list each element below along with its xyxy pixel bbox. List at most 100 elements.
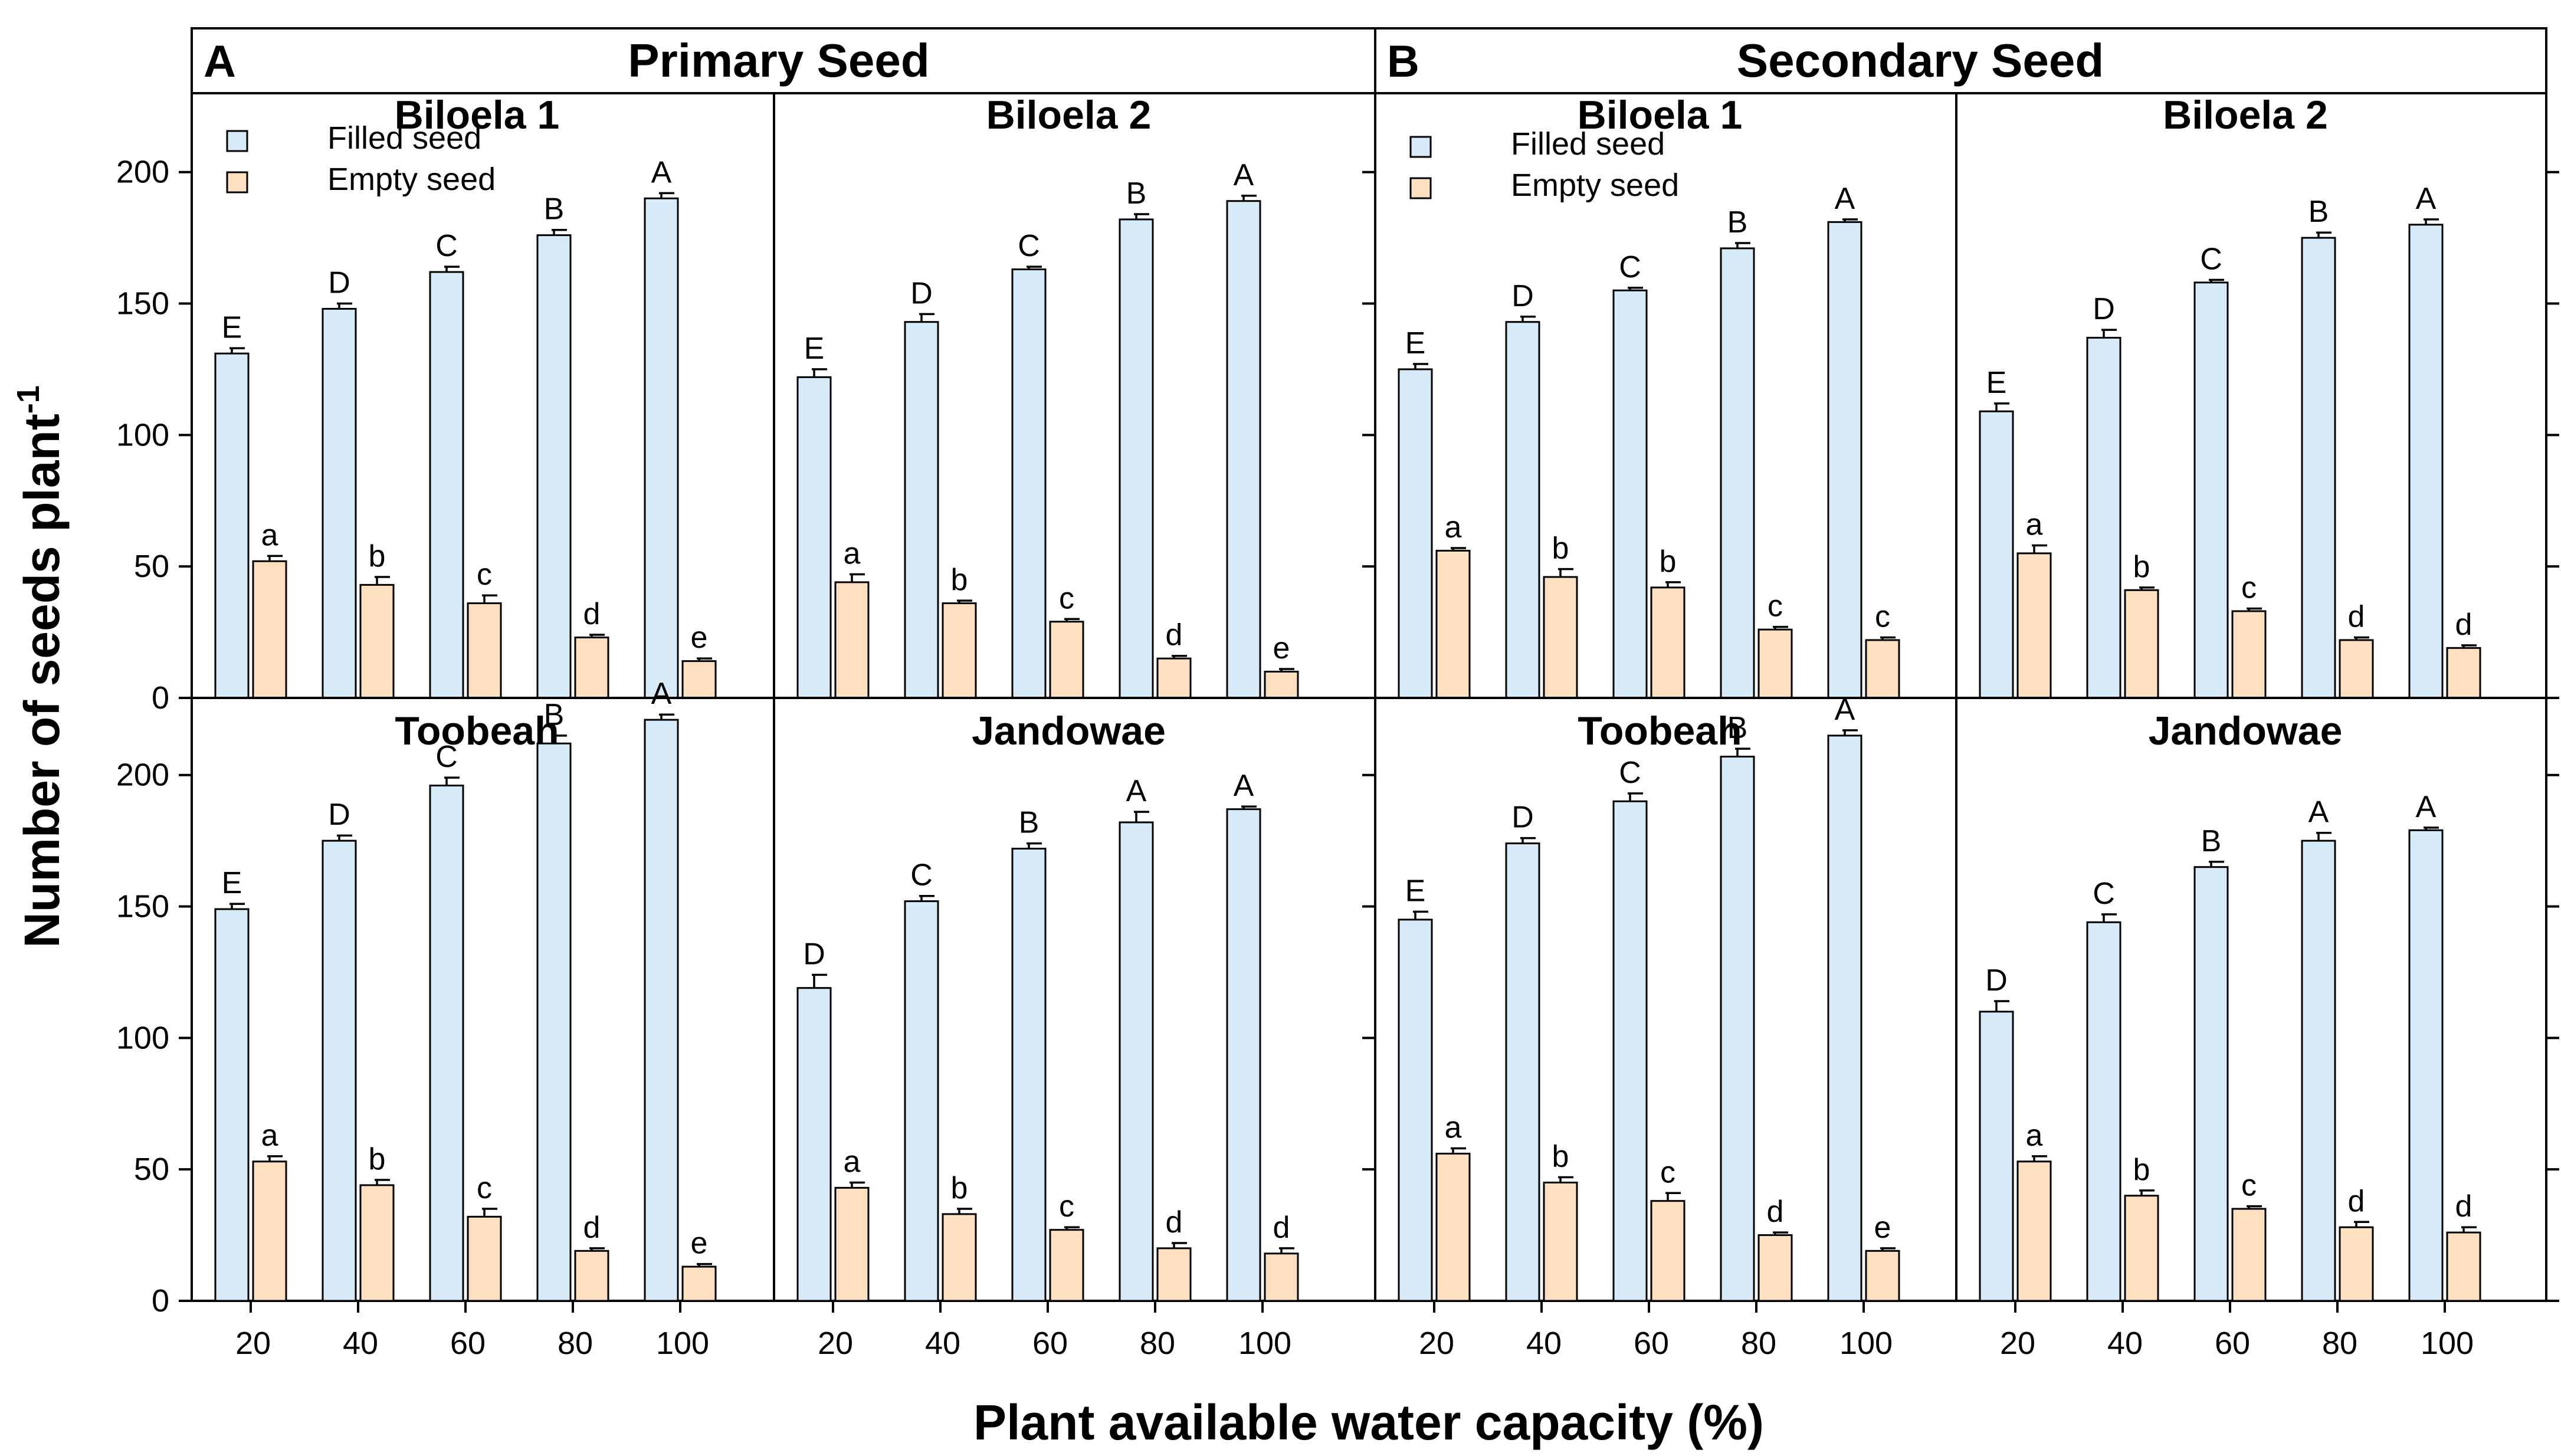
bar-filled-seed	[1612, 289, 1648, 699]
bar-empty-seed	[681, 1265, 717, 1302]
x-tick-label: 60	[2215, 1326, 2250, 1361]
bar-filled-seed	[2193, 281, 2229, 699]
bar-filled-seed	[429, 785, 464, 1302]
sig-label-empty: b	[1552, 1140, 1569, 1174]
bar-empty-seed	[574, 637, 609, 699]
panel-1: Biloela 2 Ea Db Cc Bd Ae	[773, 92, 1376, 699]
x-tick-label: 40	[925, 1326, 960, 1361]
sig-label-empty: d	[1166, 1205, 1183, 1239]
sig-label-empty: b	[369, 539, 386, 573]
sig-label-empty: c	[1059, 581, 1074, 615]
panel-title: Jandowae	[2149, 709, 2343, 753]
sig-label-empty: d	[1273, 1211, 1290, 1245]
sig-label-filled: B	[1727, 711, 1748, 745]
sig-label-empty: e	[1273, 631, 1290, 665]
bar-filled-seed	[2086, 336, 2121, 699]
bar-filled-seed	[1398, 368, 1433, 699]
bar-empty-seed	[1543, 1181, 1578, 1302]
bar-empty-seed	[2339, 1226, 2374, 1302]
bar-filled-seed	[644, 197, 679, 699]
sig-label-filled: D	[1985, 963, 2008, 998]
bar-empty-seed	[2231, 1208, 2267, 1302]
bar-filled-seed	[1827, 734, 1862, 1302]
panel-7: Jandowae Da 20 Cb 40 Bc 60 Ad 80 Ad 100	[1955, 697, 2559, 1361]
panel-5: Jandowae Da 20 Cb 40 Bc 60 Ad 80 Ad 100	[773, 697, 1376, 1361]
x-tick-label: 20	[818, 1326, 853, 1361]
sig-label-empty: d	[583, 597, 601, 631]
sig-label-filled: D	[1511, 801, 1534, 835]
sig-label-empty: b	[951, 563, 968, 597]
sig-label-filled: C	[910, 858, 933, 893]
sig-label-filled: C	[435, 740, 458, 774]
sig-label-empty: c	[2241, 570, 2257, 605]
bar-empty-seed	[1156, 657, 1192, 699]
x-tick-label: 60	[1032, 1326, 1068, 1361]
bar-empty-seed	[834, 581, 870, 699]
bar-empty-seed	[2124, 589, 2159, 699]
bar-empty-seed	[1264, 1252, 1299, 1302]
sig-label-filled: A	[651, 155, 672, 189]
bar-empty-seed	[1865, 1250, 1900, 1302]
panel-title: Biloela 1	[1578, 93, 1743, 137]
sig-label-empty: b	[951, 1171, 968, 1205]
y-tick-label: 0	[152, 680, 169, 716]
bar-filled-seed	[214, 908, 250, 1302]
sig-label-empty: c	[477, 1171, 492, 1205]
sig-label-filled: D	[1511, 279, 1534, 313]
bar-empty-seed	[574, 1250, 609, 1302]
panel-0: Biloela 1 0 50 100 150 200 Ea Db Cc Bd Ae Filled se…	[116, 92, 775, 716]
bar-empty-seed	[2124, 1195, 2159, 1302]
bar-empty-seed	[681, 660, 717, 699]
sig-label-filled: B	[2201, 824, 2222, 858]
bar-empty-seed	[2016, 552, 2052, 699]
sig-label-filled: B	[1727, 205, 1748, 240]
sig-label-empty: e	[691, 1227, 708, 1261]
bar-empty-seed	[1435, 1152, 1471, 1302]
sig-label-empty: b	[1552, 532, 1569, 566]
legend-label-filled: Filled seed	[327, 120, 481, 156]
x-tick-label: 100	[1238, 1326, 1291, 1361]
y-axis-label: Number of seeds plant-1	[11, 385, 70, 948]
panel-title: Biloela 2	[986, 93, 1152, 137]
x-tick-label: 20	[1419, 1326, 1454, 1361]
sig-label-filled: A	[1835, 693, 1855, 727]
y-tick-label: 50	[134, 1152, 169, 1187]
bar-empty-seed	[834, 1186, 870, 1302]
x-tick-label: 80	[558, 1326, 593, 1361]
sig-label-empty: d	[1767, 1195, 1784, 1229]
y-tick-label: 200	[116, 757, 169, 793]
bar-empty-seed	[2446, 647, 2481, 699]
sig-label-empty: e	[1874, 1211, 1891, 1245]
sig-label-empty: a	[1445, 1111, 1462, 1145]
sig-label-empty: c	[1059, 1189, 1074, 1224]
bar-filled-seed	[1226, 200, 1261, 699]
sig-label-empty: d	[2348, 1184, 2365, 1218]
bar-filled-seed	[2301, 840, 2336, 1302]
sig-label-filled: D	[328, 266, 350, 300]
section-b-letter: B	[1387, 37, 1419, 87]
bar-filled-seed	[536, 234, 572, 699]
sig-label-filled: D	[2093, 292, 2115, 326]
bar-empty-seed	[1049, 621, 1084, 699]
sig-label-filled: C	[435, 229, 458, 263]
sig-label-empty: c	[1660, 1155, 1675, 1189]
sig-label-filled: A	[2416, 182, 2437, 216]
sig-label-empty: a	[261, 1119, 278, 1153]
sig-label-filled: D	[328, 798, 350, 832]
bar-filled-seed	[1827, 221, 1862, 699]
sig-label-filled: A	[1126, 774, 1147, 808]
y-tick-label: 200	[116, 155, 169, 190]
section-b-title: Secondary Seed	[1737, 34, 2104, 87]
bar-filled-seed	[796, 376, 832, 699]
panel-title: Biloela 1	[395, 93, 560, 137]
bar-empty-seed	[252, 1160, 287, 1302]
bar-filled-seed	[2086, 921, 2121, 1302]
sig-label-empty: b	[1660, 545, 1677, 579]
bar-empty-seed	[1435, 549, 1471, 699]
bar-filled-seed	[796, 987, 832, 1302]
x-tick-label: 40	[1526, 1326, 1562, 1361]
bar-empty-seed	[1650, 586, 1686, 699]
bar-empty-seed	[2016, 1160, 2052, 1302]
